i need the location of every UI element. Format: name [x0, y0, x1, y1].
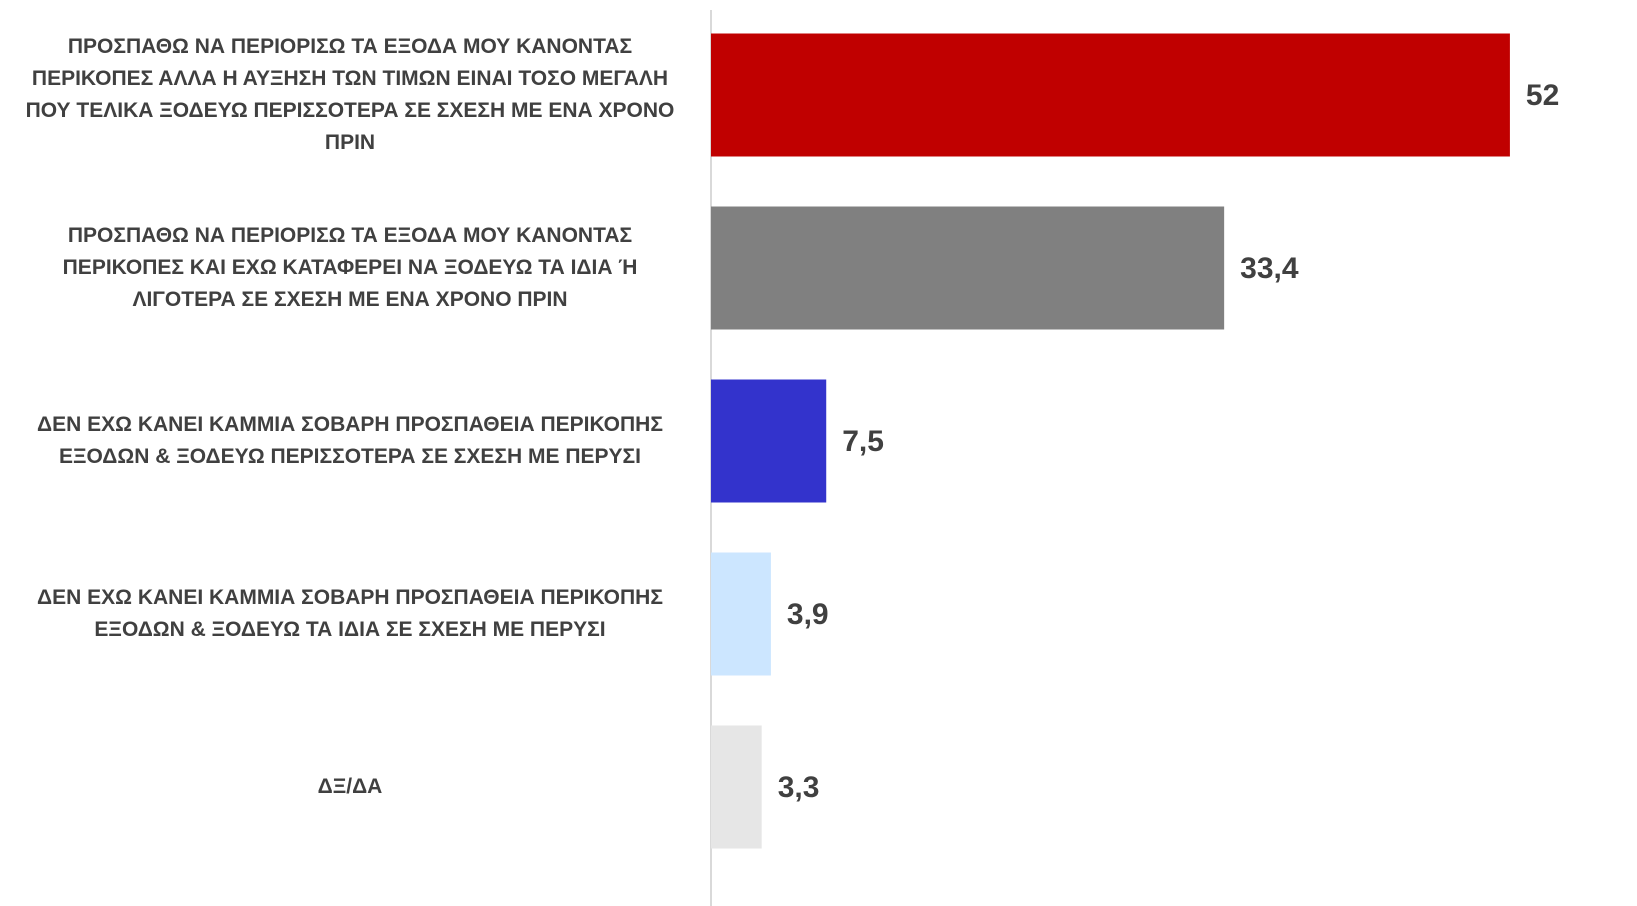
bar [711, 552, 771, 676]
category-label: ΔΞ/ΔΑ [8, 771, 692, 803]
value-label: 33,4 [1240, 252, 1299, 285]
category-text: ΔΕΝ ΕΧΩ ΚΑΝΕΙ ΚΑΜΜΙΑ ΣΟΒΑΡΗ ΠΡΟΣΠΑΘΕΙΑ Π… [37, 413, 663, 468]
category-label: ΠΡΟΣΠΑΘΩ ΝΑ ΠΕΡΙΟΡΙΣΩ ΤΑ ΕΞΟΔΑ ΜΟΥ ΚΑΝΟΝ… [8, 31, 692, 159]
category-label: ΔΕΝ ΕΧΩ ΚΑΝΕΙ ΚΑΜΜΙΑ ΣΟΒΑΡΗ ΠΡΟΣΠΑΘΕΙΑ Π… [8, 582, 692, 646]
value-label: 52 [1526, 79, 1559, 112]
bar [711, 206, 1225, 330]
category-text: ΔΕΝ ΕΧΩ ΚΑΝΕΙ ΚΑΜΜΙΑ ΣΟΒΑΡΗ ΠΡΟΣΠΑΘΕΙΑ Π… [37, 586, 663, 641]
value-label: 3,3 [778, 771, 820, 804]
category-label: ΔΕΝ ΕΧΩ ΚΑΝΕΙ ΚΑΜΜΙΑ ΣΟΒΑΡΗ ΠΡΟΣΠΑΘΕΙΑ Π… [8, 409, 692, 473]
bar [711, 725, 762, 849]
value-label: 3,9 [787, 598, 829, 631]
bar [711, 33, 1510, 157]
bar [711, 379, 827, 503]
category-text: ΠΡΟΣΠΑΘΩ ΝΑ ΠΕΡΙΟΡΙΣΩ ΤΑ ΕΞΟΔΑ ΜΟΥ ΚΑΝΟΝ… [25, 35, 675, 154]
category-text: ΔΞ/ΔΑ [317, 775, 383, 798]
category-text: ΠΡΟΣΠΑΘΩ ΝΑ ΠΕΡΙΟΡΙΣΩ ΤΑ ΕΞΟΔΑ ΜΟΥ ΚΑΝΟΝ… [62, 224, 638, 311]
value-label: 7,5 [842, 425, 884, 458]
category-label: ΠΡΟΣΠΑΘΩ ΝΑ ΠΕΡΙΟΡΙΣΩ ΤΑ ΕΞΟΔΑ ΜΟΥ ΚΑΝΟΝ… [8, 220, 692, 316]
